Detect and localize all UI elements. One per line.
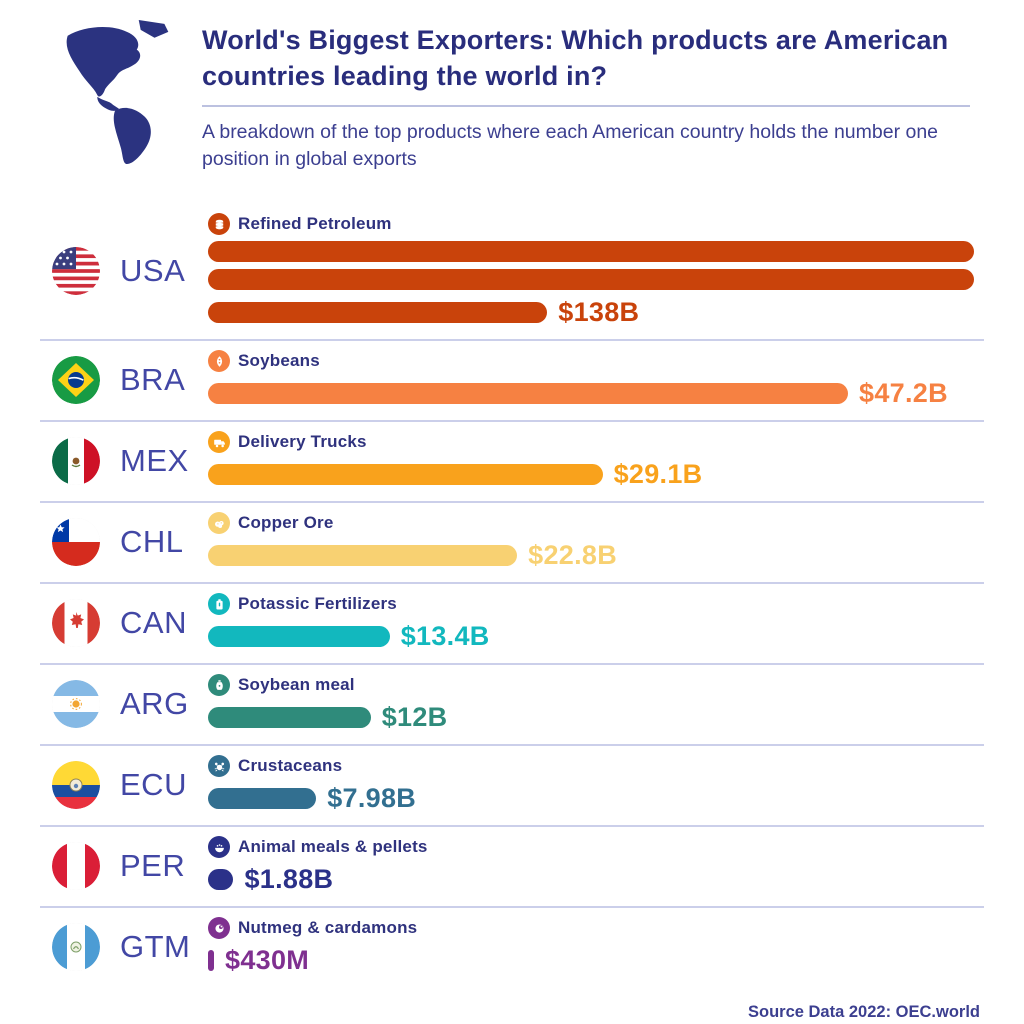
export-value-bar [208,707,371,728]
export-value-label: $138B [558,297,640,327]
americas-map-icon [66,19,169,165]
animal-feed-icon [208,836,230,858]
country-code: BRA [120,361,186,397]
export-value-bar [208,545,518,566]
export-value-bar [208,950,214,971]
export-value-label: $430M [225,945,310,975]
peru-flag-icon [52,841,100,890]
export-value-bar [208,302,548,323]
export-value-bar [208,464,603,485]
country-rows: USA Refined Petroleum $138B [0,204,1024,987]
country-row-chl: CHL Copper Ore $22.8B [40,503,984,584]
country-row-bra: BRA Soybeans $47.2B [40,341,984,422]
country-code: ARG [120,685,189,721]
product-label: Crustaceans [238,756,343,775]
export-value-bar [208,869,234,890]
export-value-label: $13.4B [400,621,490,651]
bar-group-ecu: $7.98B [208,783,984,814]
country-row-per: PER Animal meals & pellets $1.88B [40,827,984,908]
country-code: CHL [120,523,184,559]
export-value-label: $47.2B [859,378,948,408]
argentina-flag-icon [52,679,100,728]
export-value-label: $7.98B [327,783,417,813]
bar-group-per: $1.88B [208,864,984,895]
product-label: Refined Petroleum [238,214,392,233]
product-label: Animal meals & pellets [238,837,428,856]
bar-group-can: $13.4B [208,621,984,652]
country-row-gtm: GTM Nutmeg & cardamons $430M [40,908,984,987]
mexico-flag-icon [52,436,100,485]
export-value-label: $12B [381,702,448,732]
nutmeg-icon [208,917,230,939]
oil-barrel-icon [208,213,230,235]
source-attribution: Source Data 2022: OEC.world [748,1003,980,1021]
product-label: Soybeans [238,351,320,370]
product-label: Potassic Fertilizers [238,594,397,613]
page-subtitle: A breakdown of the top products where ea… [202,121,939,170]
canada-flag-icon [52,598,100,647]
crab-icon [208,755,230,777]
product-label: Copper Ore [238,513,334,532]
page-title: World's Biggest Exporters: Which product… [202,22,974,94]
country-code: GTM [120,928,191,964]
country-code: PER [120,847,186,883]
usa-flag-icon [52,246,100,295]
bar-group-usa: $138B [208,241,984,328]
country-code: CAN [120,604,187,640]
bar-group-bra: $47.2B [208,378,984,409]
export-value-bar [208,383,849,404]
page-title-rest: Which products are American countries le… [202,25,949,91]
product-label: Nutmeg & cardamons [238,918,418,937]
export-value-label: $22.8B [528,540,618,570]
export-value-bar [208,241,974,262]
bar-group-chl: $22.8B [208,540,984,571]
meal-sack-icon [208,674,230,696]
fertilizer-bag-icon [208,593,230,615]
bar-group-mex: $29.1B [208,459,984,490]
country-row-ecu: ECU Crustaceans $7.98B [40,746,984,827]
export-value-label: $1.88B [244,864,334,894]
country-code: USA [120,252,186,288]
soybean-icon [208,350,230,372]
bar-group-arg: $12B [208,702,984,733]
country-code: ECU [120,766,187,802]
country-row-can: CAN Potassic Fertilizers $13.4B [40,584,984,665]
product-label: Soybean meal [238,675,355,694]
ecuador-flag-icon [52,760,100,809]
title-divider [202,105,970,107]
country-code: MEX [120,442,189,478]
bar-group-gtm: $430M [208,945,984,976]
export-value-bar [208,269,974,290]
guatemala-flag-icon [52,922,100,971]
export-value-label: $29.1B [613,459,703,489]
export-value-bar [208,788,317,809]
header: World's Biggest Exporters: Which product… [0,0,1024,176]
page-title-lead: World's Biggest Exporters: [202,25,562,55]
chile-flag-icon [52,517,100,566]
delivery-truck-icon [208,431,230,453]
export-value-bar [208,626,390,647]
country-row-arg: ARG Soybean meal $12B [40,665,984,746]
brazil-flag-icon [52,355,100,404]
country-row-mex: MEX Delivery Trucks $29.1B [40,422,984,503]
product-label: Delivery Trucks [238,432,367,451]
country-row-usa: USA Refined Petroleum $138B [40,204,984,341]
copper-ore-icon [208,512,230,534]
